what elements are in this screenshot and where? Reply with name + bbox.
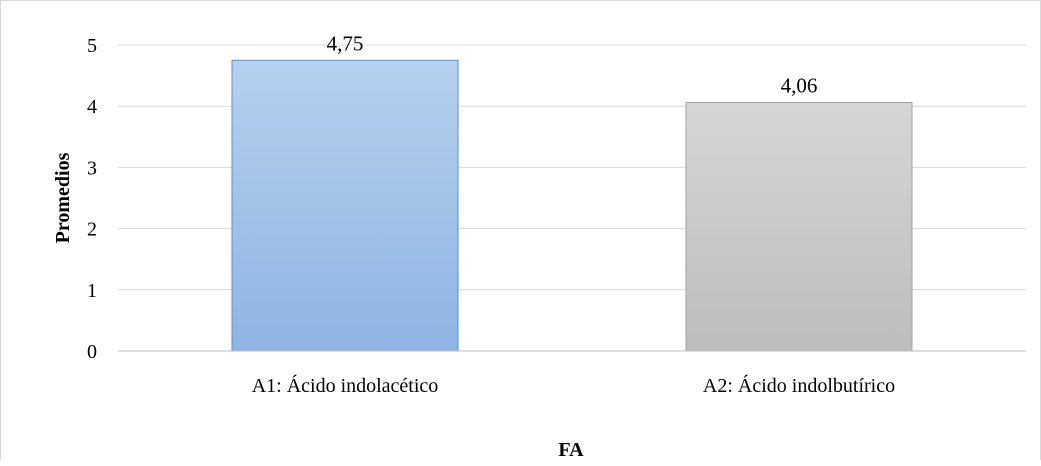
category-labels: A1: Ácido indolacético A2: Ácido indolbut… (252, 374, 895, 397)
data-label-1: 4,75 (327, 31, 364, 55)
y-axis-ticks: 0 1 2 3 4 5 (87, 35, 97, 363)
category-label-1: A1: Ácido indolacético (252, 374, 439, 397)
y-axis-title: Promedios (52, 152, 74, 243)
y-tick-label: 4 (87, 96, 97, 118)
y-tick-label: 3 (87, 157, 97, 179)
y-tick-label: 5 (87, 35, 97, 57)
y-tick-label: 2 (87, 219, 97, 241)
x-axis-title: FA (558, 439, 584, 461)
data-label-2: 4,06 (781, 74, 818, 98)
bar-1 (231, 59, 459, 352)
category-label-2: A2: Ácido indolbutírico (703, 374, 895, 397)
y-tick-label: 0 (87, 341, 97, 363)
y-tick-label: 1 (87, 280, 97, 302)
bar-2 (685, 102, 913, 352)
data-labels: 4,75 4,06 (327, 31, 818, 97)
bars (231, 59, 913, 352)
